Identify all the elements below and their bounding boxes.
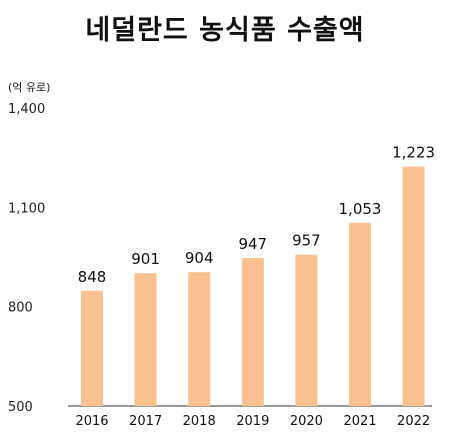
- x-tick-label-2016: 2016: [75, 414, 108, 429]
- x-tick-label-2021: 2021: [343, 414, 376, 429]
- bar-2020: [295, 254, 318, 406]
- x-tick-label-2018: 2018: [183, 414, 216, 429]
- y-axis-unit-label: (억 유로): [8, 81, 51, 94]
- bars-group: [81, 166, 425, 406]
- data-label-2020: 957: [292, 232, 321, 250]
- data-label-2017: 901: [131, 250, 160, 268]
- data-labels-group: 848 901 904 947 957 1,053 1,223: [78, 144, 435, 286]
- y-axis-ticks: 500 800 1,100 1,400: [8, 102, 45, 415]
- chart-title: 네덜란드 농식품 수출액: [85, 15, 365, 46]
- bar-2021: [349, 222, 371, 406]
- x-tick-label-2020: 2020: [290, 414, 323, 429]
- bar-2019: [241, 257, 264, 406]
- x-tick-label-2022: 2022: [397, 414, 430, 429]
- bar-2017: [134, 273, 157, 406]
- data-label-2022: 1,223: [392, 144, 435, 162]
- y-tick-label: 800: [8, 301, 33, 316]
- data-label-2018: 904: [185, 249, 214, 267]
- data-label-2021: 1,053: [339, 200, 382, 218]
- data-label-2019: 947: [238, 235, 267, 253]
- bar-2018: [188, 272, 211, 406]
- x-tick-label-2017: 2017: [129, 414, 162, 429]
- y-tick-label: 1,100: [8, 201, 45, 216]
- x-axis-labels: 2016 2017 2018 2019 2020 2021 2022: [75, 414, 430, 429]
- y-tick-label: 500: [8, 400, 33, 415]
- x-tick-label-2019: 2019: [236, 414, 269, 429]
- data-label-2016: 848: [78, 268, 107, 286]
- bar-2022: [402, 166, 425, 406]
- bar-2016: [81, 290, 103, 406]
- y-tick-label: 1,400: [8, 102, 45, 117]
